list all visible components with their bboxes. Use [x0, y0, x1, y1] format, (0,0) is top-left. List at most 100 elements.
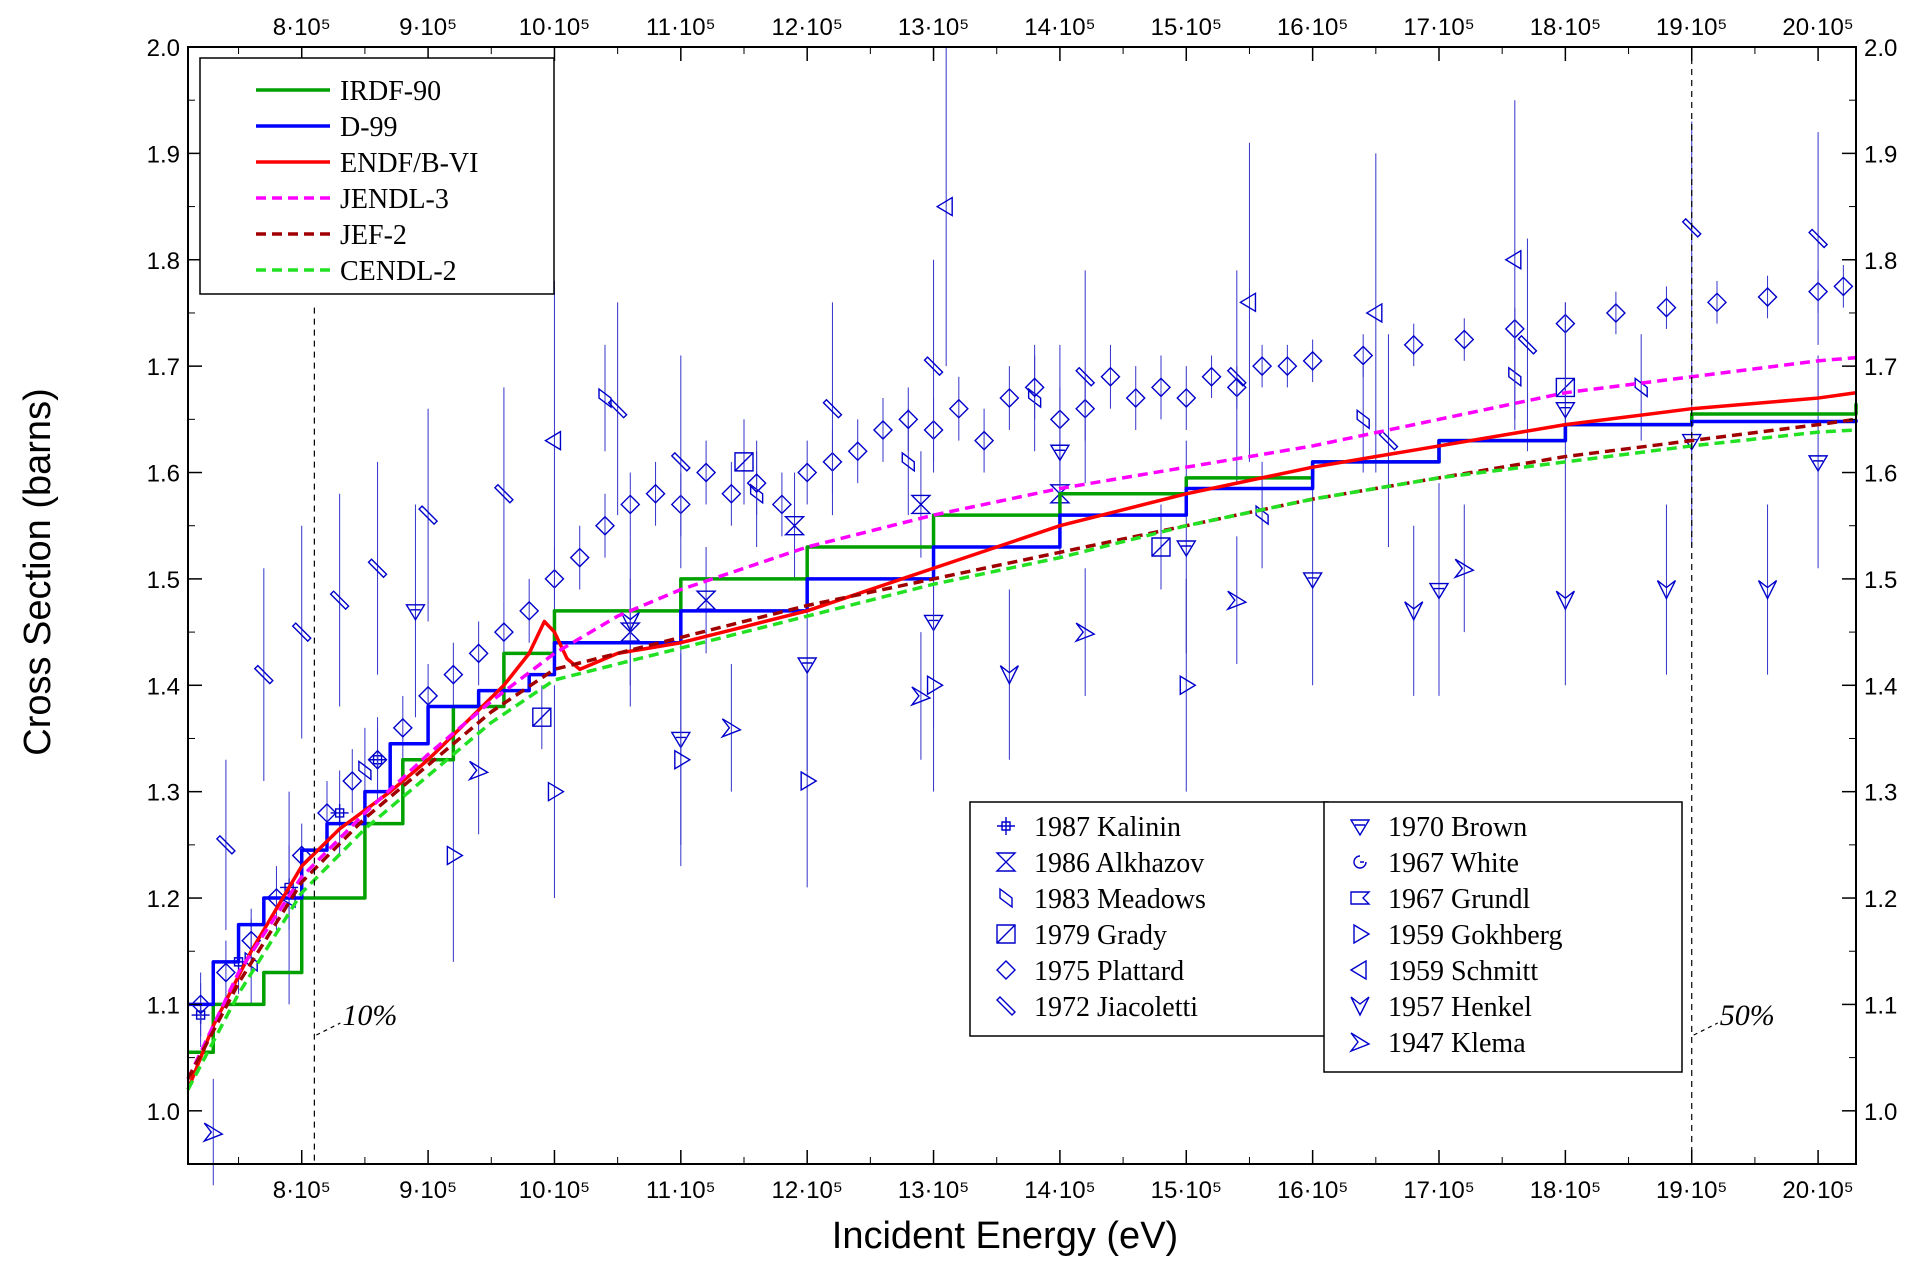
exp-point — [607, 398, 628, 419]
exp-set-1959-schmitt — [278, 47, 1522, 1005]
series-line-d-99 — [188, 419, 1858, 1007]
legend-marker — [1349, 959, 1367, 981]
axes-layer: 8·10⁵ 8·10⁵ 9·10⁵ 9·10⁵ 10·10⁵ 10·10⁵ 11·10⁵ 11… — [147, 14, 1898, 1204]
exp-point — [1757, 287, 1778, 307]
legend-label: 1979 Grady — [1034, 920, 1167, 951]
exp-point — [800, 770, 818, 792]
exp-point — [1833, 276, 1854, 297]
legend-label: 1959 Schmitt — [1388, 956, 1538, 987]
x-tick-label: 11·10⁵ — [646, 1177, 716, 1204]
legend-label: 1967 White — [1388, 848, 1519, 879]
exp-point — [822, 398, 843, 419]
exp-point — [1656, 579, 1677, 601]
exp-point — [948, 398, 969, 419]
x-tick-label: 10·10⁵ — [519, 1177, 590, 1204]
y-tick-label: 1.5 — [147, 567, 180, 594]
exp-point — [1681, 217, 1702, 238]
exp-point — [935, 196, 953, 217]
y-tick-label-right: 1.0 — [1864, 1099, 1897, 1126]
exp-point — [1075, 366, 1096, 387]
exp-point — [670, 451, 691, 472]
legend-label: 1987 Kalinin — [1034, 812, 1181, 843]
legend-box — [199, 57, 555, 295]
exp-point — [734, 452, 754, 472]
x-tick-label-top: 9·10⁵ — [399, 14, 457, 41]
exp-point — [674, 749, 692, 770]
y-tick-label: 1.7 — [147, 354, 180, 381]
exp-point — [1239, 292, 1257, 313]
x-axis-title: Incident Energy (eV) — [832, 1215, 1178, 1257]
exp-point — [1176, 540, 1197, 558]
series-line-cendl-2 — [186, 428, 1857, 1091]
y-tick-label: 1.3 — [147, 780, 180, 807]
legend-label: 1947 Klema — [1388, 1028, 1526, 1059]
exp-point — [901, 451, 915, 473]
x-tick-label: 17·10⁵ — [1403, 1177, 1474, 1204]
exp-set-1959-gokhberg — [446, 578, 1197, 962]
x-tick-label-top: 19·10⁵ — [1656, 14, 1727, 41]
x-tick-label: 8·10⁵ — [273, 1177, 331, 1204]
exp-point — [443, 664, 464, 685]
experimental-data-layer — [190, 47, 1854, 1186]
exp-point — [1555, 401, 1576, 420]
legend-marker — [1353, 923, 1371, 945]
exp-point — [1074, 622, 1096, 643]
legend-marker — [1350, 996, 1370, 1017]
x-tick-label: 16·10⁵ — [1277, 1177, 1348, 1204]
legend-label: 1975 Plattard — [1034, 956, 1184, 987]
x-tick-label-top: 10·10⁵ — [519, 14, 590, 41]
series-line-jef-2 — [186, 417, 1857, 1080]
exp-point — [1808, 228, 1829, 249]
x-tick-label-top: 18·10⁵ — [1530, 14, 1601, 41]
x-tick-label-top: 11·10⁵ — [646, 14, 716, 41]
x-tick-label: 19·10⁵ — [1656, 1177, 1727, 1204]
exp-point — [797, 462, 818, 483]
exp-point — [847, 441, 868, 462]
exp-set-1986-alkhazov — [619, 440, 1071, 686]
series-line-jendl-3 — [186, 355, 1857, 1080]
plot-frame — [187, 46, 1857, 1165]
legend-marker — [997, 817, 1015, 835]
exp-point — [1226, 366, 1247, 387]
x-tick-label: 15·10⁵ — [1151, 1177, 1222, 1204]
exp-point — [771, 494, 792, 515]
exp-point — [923, 356, 944, 377]
exp-set-1972-jiacoletti — [215, 121, 1829, 930]
exp-point — [1508, 366, 1522, 388]
legend-label: JEF-2 — [340, 220, 407, 251]
legend-label: 1986 Alkhazov — [1034, 848, 1204, 879]
exp-point — [999, 388, 1020, 409]
legend-marker — [1349, 819, 1371, 837]
exp-point — [367, 558, 388, 579]
legend-label: 1959 Gokhberg — [1388, 920, 1562, 951]
exp-point — [547, 781, 565, 802]
legend-label: 1970 Brown — [1388, 812, 1527, 843]
x-tick-label-top: 13·10⁵ — [898, 14, 969, 41]
exp-point — [329, 590, 350, 611]
exp-point — [598, 387, 612, 409]
legend-marker — [996, 960, 1016, 980]
legend-label: 1983 Meadows — [1034, 884, 1206, 915]
legend-label: JENDL-3 — [340, 184, 449, 215]
exp-point — [418, 505, 439, 526]
y-tick-label-right: 1.3 — [1864, 780, 1897, 807]
y-tick-label: 1.6 — [147, 461, 180, 488]
exp-point — [1302, 572, 1323, 590]
exp-set-1975-plattard — [190, 265, 1854, 1037]
x-tick-label-top: 20·10⁵ — [1782, 14, 1853, 41]
exp-point — [1757, 579, 1778, 601]
exp-point — [519, 600, 540, 621]
exp-point — [1024, 377, 1045, 398]
exp-point — [1707, 292, 1727, 313]
x-tick-label: 12·10⁵ — [772, 1177, 843, 1204]
legend-label: CENDL-2 — [340, 256, 457, 287]
exp-point — [1356, 408, 1370, 430]
exp-point — [1225, 590, 1248, 611]
x-tick-label: 14·10⁵ — [1024, 1177, 1095, 1204]
exp-point — [1365, 302, 1383, 324]
exp-point — [645, 483, 666, 504]
evaluations-legend: IRDF-90 D-99 ENDF/B-VI JENDL-3 JEF-2 CENDL-2 — [199, 57, 555, 295]
exp-point — [595, 515, 615, 536]
x-tick-label-top: 16·10⁵ — [1277, 14, 1348, 41]
exp-point — [493, 483, 514, 504]
